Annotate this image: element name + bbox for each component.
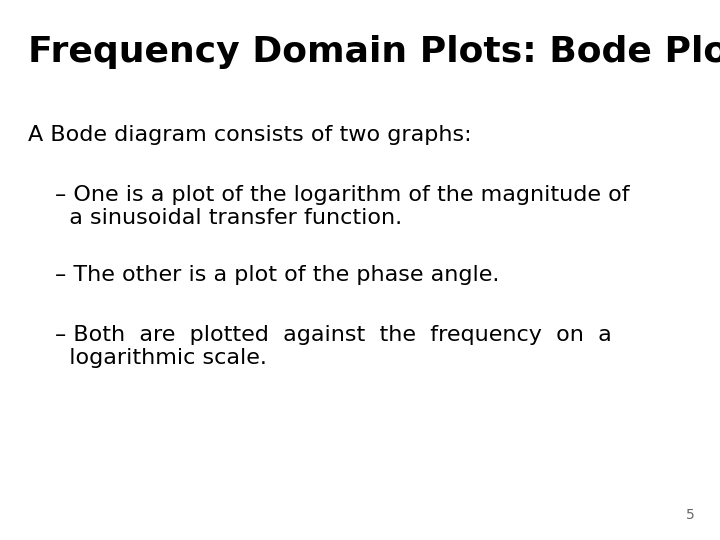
- Text: A Bode diagram consists of two graphs:: A Bode diagram consists of two graphs:: [28, 125, 472, 145]
- Text: – Both  are  plotted  against  the  frequency  on  a: – Both are plotted against the frequency…: [55, 325, 612, 345]
- Text: a sinusoidal transfer function.: a sinusoidal transfer function.: [55, 208, 402, 228]
- Text: logarithmic scale.: logarithmic scale.: [55, 348, 267, 368]
- Text: Frequency Domain Plots: Bode Plot: Frequency Domain Plots: Bode Plot: [28, 35, 720, 69]
- Text: 5: 5: [686, 508, 695, 522]
- Text: – The other is a plot of the phase angle.: – The other is a plot of the phase angle…: [55, 265, 500, 285]
- Text: – One is a plot of the logarithm of the magnitude of: – One is a plot of the logarithm of the …: [55, 185, 629, 205]
